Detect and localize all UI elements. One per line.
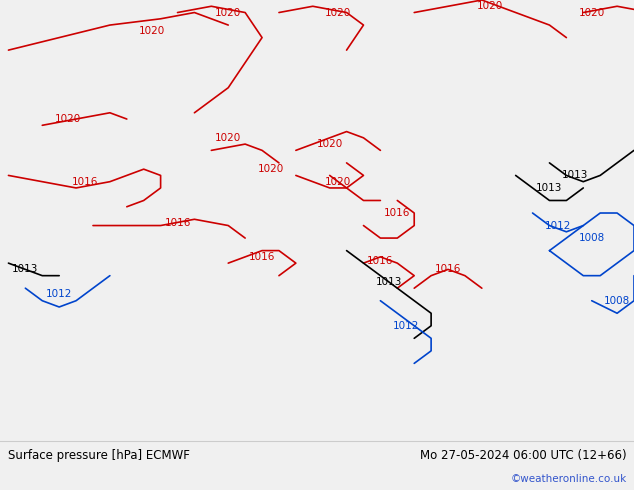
- Text: 1012: 1012: [392, 321, 419, 331]
- Text: 1016: 1016: [164, 218, 191, 228]
- Text: 1016: 1016: [249, 252, 275, 262]
- Text: 1020: 1020: [215, 7, 242, 18]
- Text: Mo 27-05-2024 06:00 UTC (12+66): Mo 27-05-2024 06:00 UTC (12+66): [420, 448, 626, 462]
- Text: 1013: 1013: [562, 171, 588, 180]
- Text: 1013: 1013: [12, 265, 39, 274]
- Text: 1013: 1013: [536, 183, 562, 193]
- Text: 1012: 1012: [545, 220, 571, 230]
- Text: 1008: 1008: [579, 233, 605, 243]
- Text: ©weatheronline.co.uk: ©weatheronline.co.uk: [510, 474, 626, 484]
- Text: 1016: 1016: [384, 208, 410, 218]
- Text: 1020: 1020: [477, 1, 503, 11]
- Text: 1020: 1020: [579, 7, 605, 18]
- Text: 1020: 1020: [316, 139, 343, 149]
- Text: 1016: 1016: [72, 177, 98, 187]
- Text: 1020: 1020: [139, 26, 165, 36]
- Text: 1020: 1020: [325, 177, 351, 187]
- Text: 1013: 1013: [376, 277, 402, 287]
- Text: 1020: 1020: [55, 114, 81, 124]
- Text: 1020: 1020: [215, 133, 242, 143]
- Text: Surface pressure [hPa] ECMWF: Surface pressure [hPa] ECMWF: [8, 448, 190, 462]
- Text: 1008: 1008: [604, 296, 630, 306]
- Text: 1016: 1016: [435, 265, 461, 274]
- Text: 1012: 1012: [46, 290, 72, 299]
- Text: 1020: 1020: [257, 164, 283, 174]
- Text: 1016: 1016: [367, 256, 394, 266]
- Text: 1020: 1020: [325, 7, 351, 18]
